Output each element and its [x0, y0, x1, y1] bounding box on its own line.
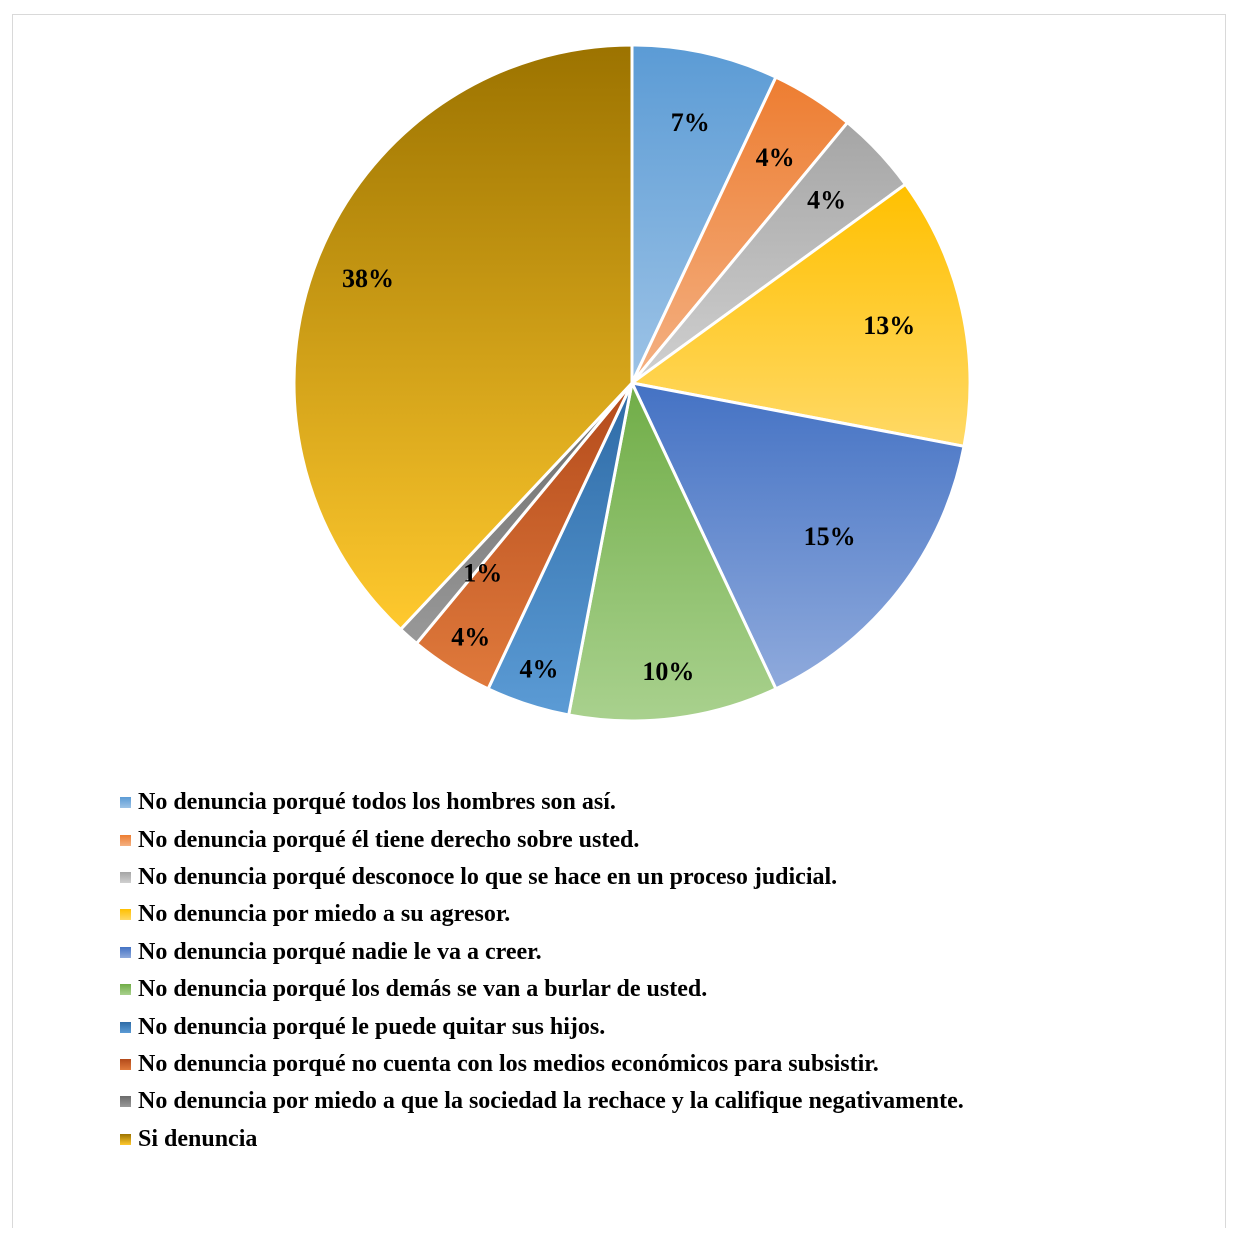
legend-label: No denuncia porqué desconoce lo que se h…	[138, 863, 838, 890]
slice-data-label: 4%	[520, 655, 559, 684]
legend-swatch	[120, 1021, 131, 1033]
legend-swatch	[120, 1058, 131, 1070]
legend-item: No denuncia porqué él tiene derecho sobr…	[120, 821, 964, 858]
slice-data-label: 13%	[863, 311, 915, 340]
legend-label: No denuncia porqué no cuenta con los med…	[138, 1050, 879, 1077]
legend-label: No denuncia porqué nadie le va a creer.	[138, 938, 542, 965]
slice-data-label: 1%	[463, 558, 502, 587]
legend-label: No denuncia porqué todos los hombres son…	[138, 789, 616, 816]
legend-label: Si denuncia	[138, 1125, 258, 1152]
slice-data-label: 4%	[451, 623, 490, 652]
legend: No denuncia porqué todos los hombres son…	[120, 784, 964, 1158]
legend-item: Si denuncia	[120, 1121, 964, 1158]
legend-swatch	[120, 797, 131, 809]
legend-swatch	[120, 834, 131, 846]
pie-slice	[629, 380, 966, 691]
legend-item: No denuncia porqué nadie le va a creer.	[120, 934, 964, 971]
slice-data-label: 38%	[342, 264, 394, 293]
legend-swatch	[120, 871, 131, 883]
pie-slice	[292, 43, 634, 632]
pie-slice	[628, 182, 972, 449]
legend-label: No denuncia porqué los demás se van a bu…	[138, 976, 708, 1003]
legend-item: No denuncia porqué no cuenta con los med…	[120, 1046, 964, 1083]
legend-swatch	[120, 1133, 131, 1145]
legend-item: No denuncia por miedo a su agresor.	[120, 896, 964, 933]
legend-item: No denuncia porqué desconoce lo que se h…	[120, 859, 964, 896]
legend-item: No denuncia porqué los demás se van a bu…	[120, 971, 964, 1008]
pie-chart: 7% 4% 4% 13% 15% 10% 4% 4% 1% 38%	[292, 43, 972, 723]
legend-swatch	[120, 984, 131, 996]
legend-swatch	[120, 909, 131, 921]
legend-item: No denuncia porqué le puede quitar sus h…	[120, 1008, 964, 1045]
pie-slice	[630, 43, 778, 384]
legend-label: No denuncia por miedo a su agresor.	[138, 901, 511, 928]
legend-item: No denuncia porqué todos los hombres son…	[120, 784, 964, 821]
legend-label: No denuncia porqué le puede quitar sus h…	[138, 1013, 606, 1040]
chart-frame	[12, 14, 1226, 1228]
legend-swatch	[120, 946, 131, 958]
slice-data-label: 7%	[671, 108, 710, 137]
slice-data-label: 4%	[756, 143, 795, 172]
slice-data-label: 10%	[642, 657, 694, 686]
legend-swatch	[120, 1096, 131, 1108]
legend-item: No denuncia por miedo a que la sociedad …	[120, 1083, 964, 1120]
slice-data-label: 4%	[807, 186, 846, 215]
pie-slice	[566, 378, 778, 723]
legend-label: No denuncia porqué él tiene derecho sobr…	[138, 826, 640, 853]
slice-data-label: 15%	[804, 522, 856, 551]
legend-label: No denuncia por miedo a que la sociedad …	[138, 1088, 964, 1115]
